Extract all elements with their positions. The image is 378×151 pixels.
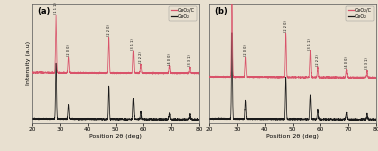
Text: (3 3 1): (3 3 1) <box>365 58 369 69</box>
X-axis label: Position 2θ (deg): Position 2θ (deg) <box>89 134 142 139</box>
Y-axis label: Intensity (a.u): Intensity (a.u) <box>26 41 31 85</box>
Text: (3 1 1): (3 1 1) <box>132 38 135 50</box>
X-axis label: Position 2θ (deg): Position 2θ (deg) <box>266 134 319 139</box>
Text: (2 2 2): (2 2 2) <box>139 51 143 63</box>
Text: (1 1 1): (1 1 1) <box>54 3 58 14</box>
Text: (4 0 0): (4 0 0) <box>167 53 172 64</box>
Text: (2 2 0): (2 2 0) <box>107 25 111 36</box>
Text: (4 0 0): (4 0 0) <box>345 57 349 68</box>
Text: (2 2 0): (2 2 0) <box>284 20 288 32</box>
Text: (b): (b) <box>214 7 228 16</box>
Text: (a): (a) <box>37 7 51 16</box>
Text: (3 1 1): (3 1 1) <box>308 38 313 50</box>
Text: (2 2 2): (2 2 2) <box>316 54 320 66</box>
Text: (2 0 0): (2 0 0) <box>243 45 248 56</box>
Legend: CeO₂/C, CeO₂: CeO₂/C, CeO₂ <box>346 6 374 21</box>
Text: (2 0 0): (2 0 0) <box>67 45 71 56</box>
Legend: CeO₂/C, CeO₂: CeO₂/C, CeO₂ <box>169 6 197 21</box>
Text: (3 3 1): (3 3 1) <box>188 54 192 66</box>
